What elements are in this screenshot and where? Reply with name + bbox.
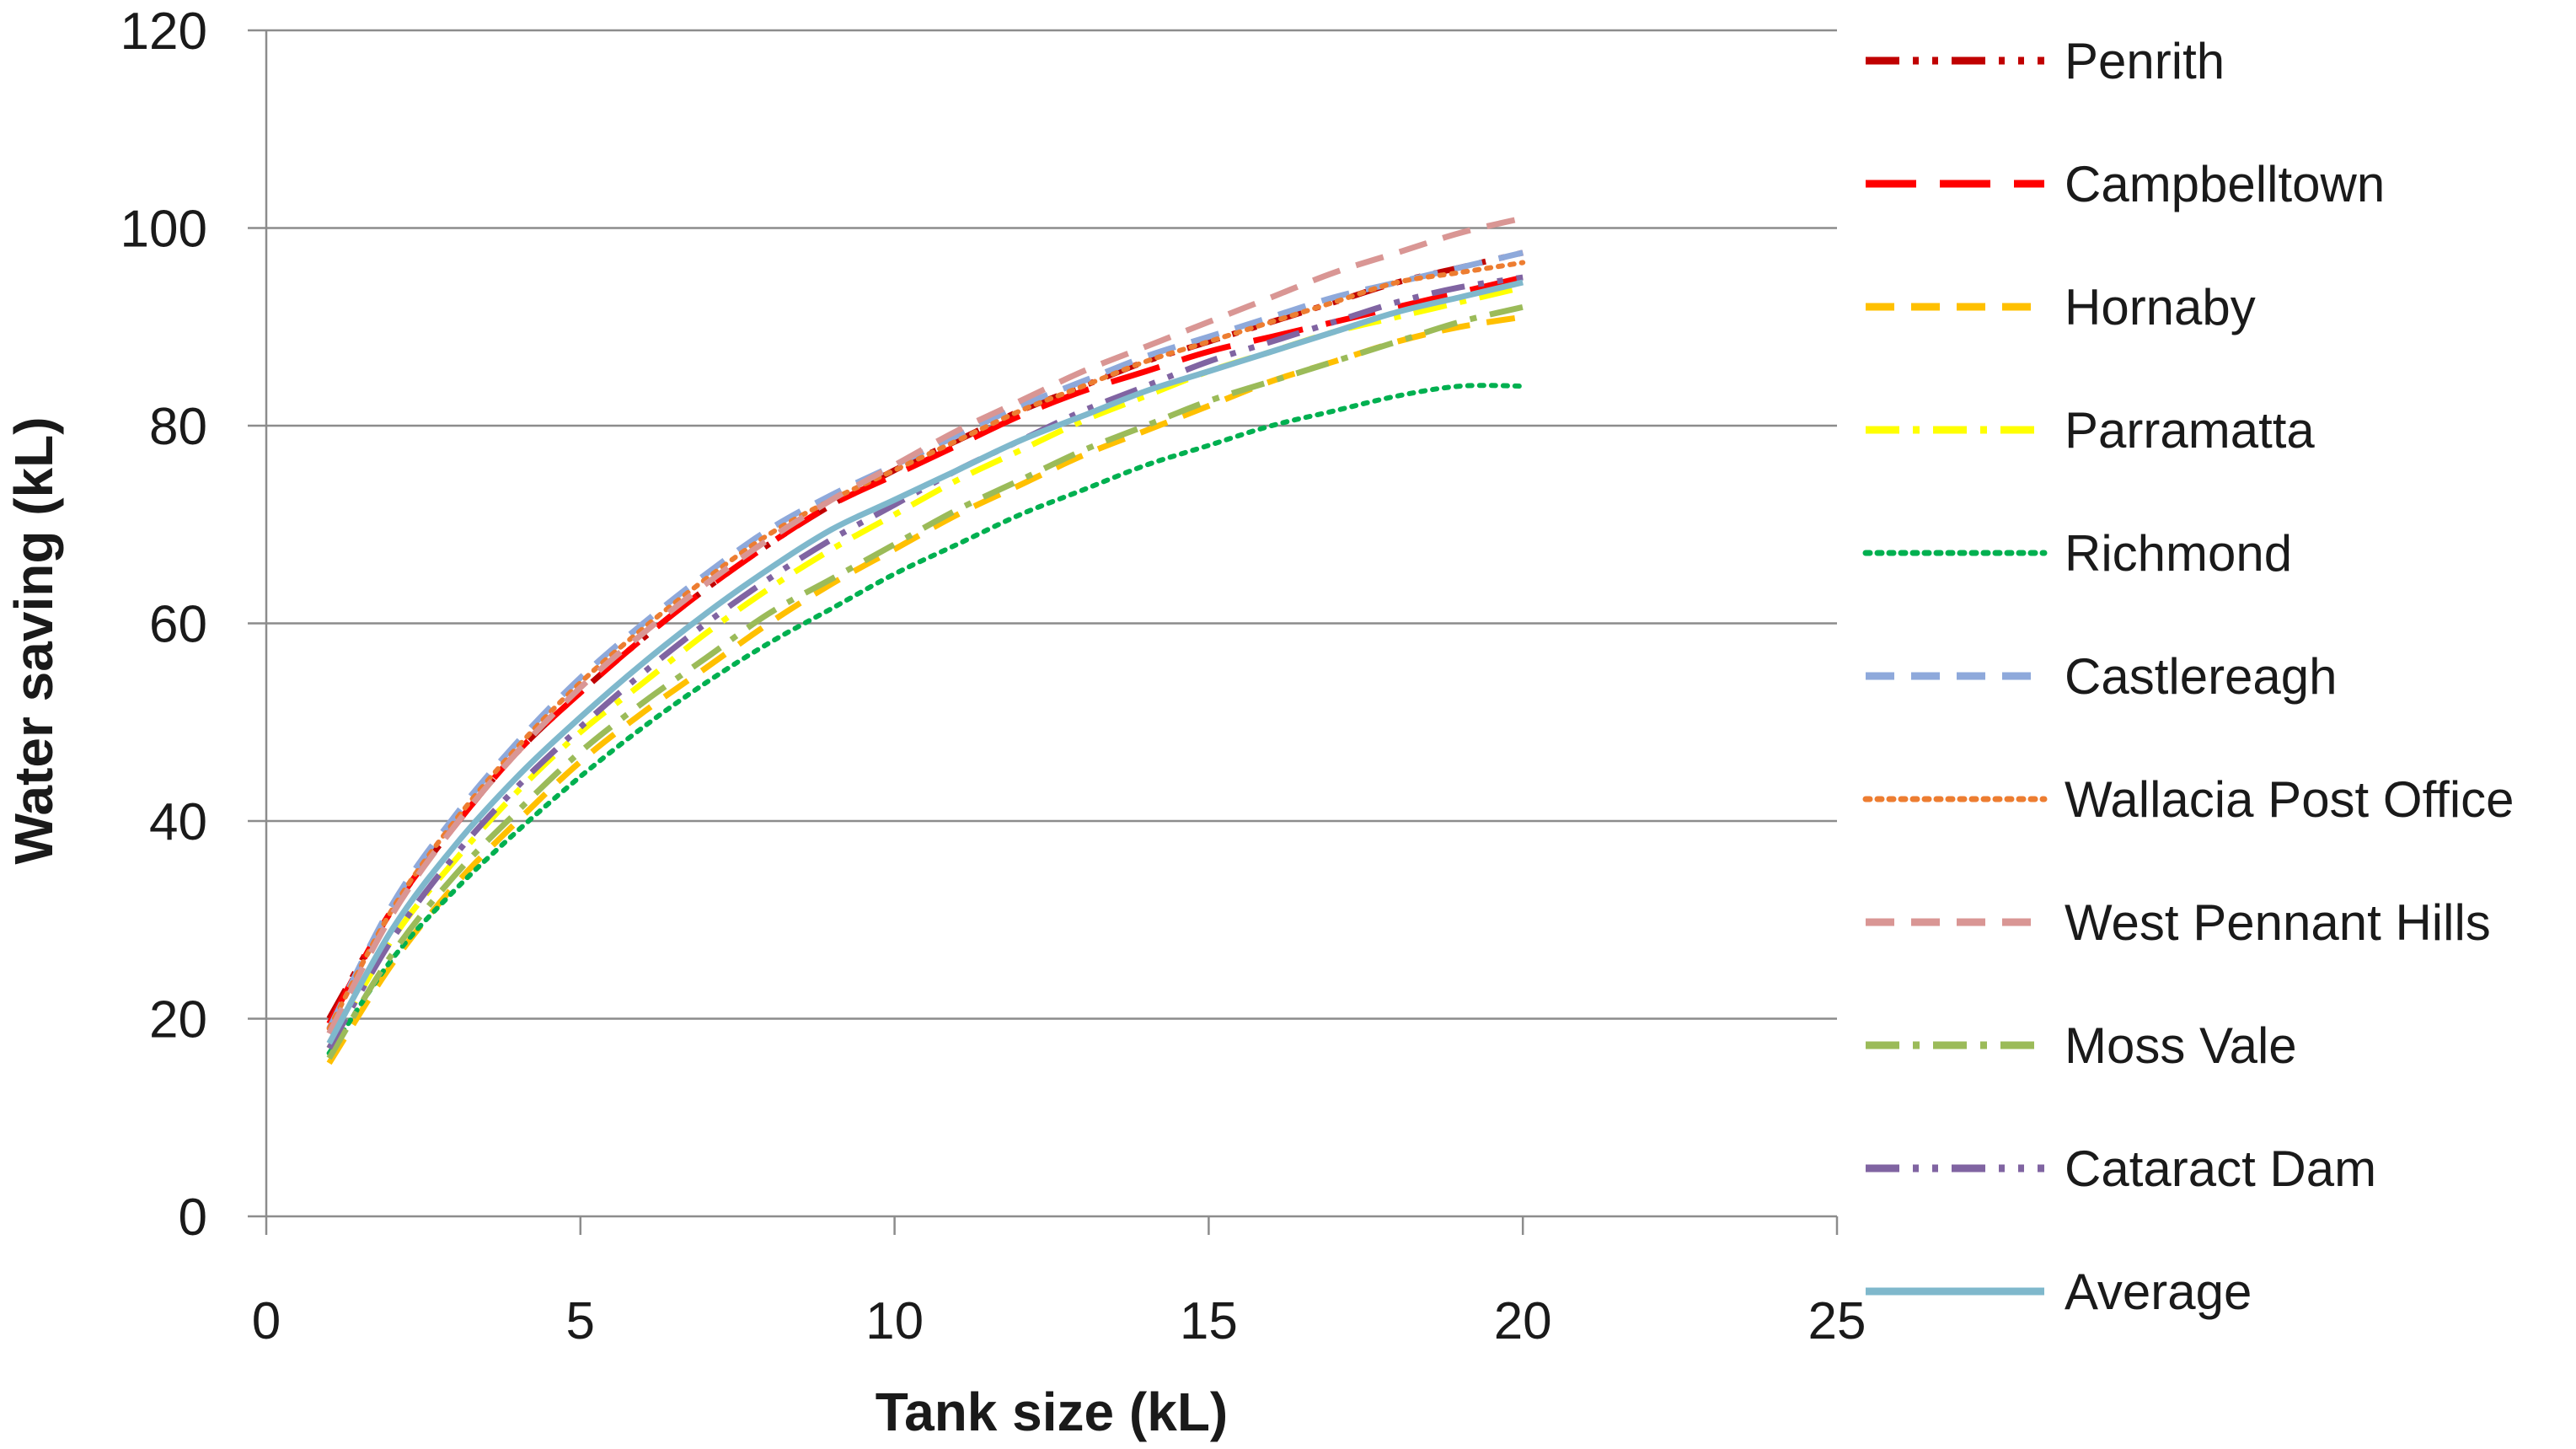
y-tick-label-80: 80 bbox=[149, 398, 207, 456]
legend-label-cataract-dam: Cataract Dam bbox=[2065, 1140, 2376, 1197]
legend-label-parramatta: Parramatta bbox=[2065, 402, 2315, 459]
y-tick-label-100: 100 bbox=[120, 201, 207, 259]
legend-label-penrith: Penrith bbox=[2065, 33, 2225, 89]
y-tick-label-60: 60 bbox=[149, 596, 207, 654]
series-line-west-pennant-hills bbox=[326, 215, 1524, 1035]
series-line-moss-vale bbox=[326, 303, 1524, 1060]
series-line-parramatta bbox=[326, 284, 1524, 1050]
y-tick-label-20: 20 bbox=[149, 991, 207, 1049]
x-tick-label-5: 5 bbox=[566, 1292, 595, 1350]
series-line-cataract-dam bbox=[326, 274, 1524, 1050]
series-line-average bbox=[326, 279, 1524, 1045]
legend-label-castlereagh: Castlereagh bbox=[2065, 648, 2338, 705]
legend-label-hornaby: Hornaby bbox=[2065, 279, 2256, 335]
series-line-campbelltown bbox=[326, 274, 1524, 1026]
legend-label-richmond: Richmond bbox=[2065, 525, 2292, 582]
x-tick-label-10: 10 bbox=[865, 1292, 924, 1350]
axes bbox=[248, 29, 1839, 1235]
series-line-richmond bbox=[326, 383, 1526, 1056]
series-line-penrith bbox=[326, 250, 1524, 1021]
legend-label-average: Average bbox=[2065, 1264, 2252, 1320]
legend-label-campbelltown: Campbelltown bbox=[2065, 156, 2385, 212]
y-tick-label-40: 40 bbox=[149, 793, 207, 851]
legend-label-moss-vale: Moss Vale bbox=[2065, 1017, 2297, 1074]
y-axis-title: Water saving (kL) bbox=[3, 416, 64, 864]
legend-label-wallacia-post-office: Wallacia Post Office bbox=[2065, 771, 2514, 828]
y-tick-label-0: 0 bbox=[179, 1189, 207, 1247]
legend: Penrith Campbelltown Hornaby Parramatta Rich… bbox=[1862, 33, 2514, 1320]
x-tick-label-0: 0 bbox=[252, 1292, 281, 1350]
tick-labels: 0 20 40 60 80 100 120 0 5 10 15 20 25 bbox=[120, 3, 1866, 1350]
x-tick-label-20: 20 bbox=[1494, 1292, 1552, 1350]
x-axis-title: Tank size (kL) bbox=[876, 1382, 1228, 1442]
gridlines bbox=[266, 29, 1837, 1020]
series-line-hornaby bbox=[326, 314, 1524, 1065]
y-tick-label-120: 120 bbox=[120, 3, 207, 61]
series-line-wallacia-post-office bbox=[326, 260, 1526, 1032]
x-tick-label-15: 15 bbox=[1180, 1292, 1238, 1350]
x-tick-label-25: 25 bbox=[1808, 1292, 1866, 1350]
series-lines bbox=[326, 215, 1526, 1065]
legend-label-west-pennant-hills: West Pennant Hills bbox=[2065, 894, 2491, 951]
series-line-castlereagh bbox=[326, 250, 1524, 1030]
